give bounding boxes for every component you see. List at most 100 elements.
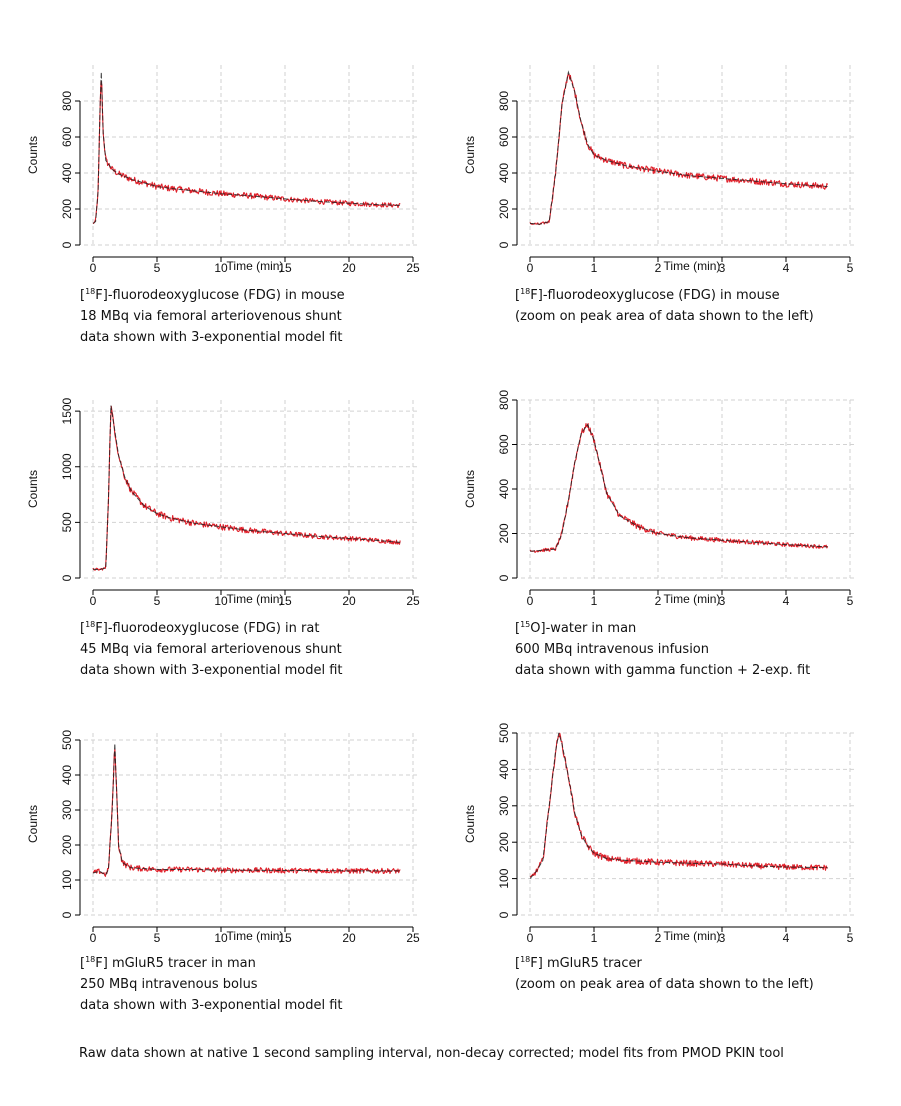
- caption-5: [18F] mGluR5 tracer in man 250 MBq intra…: [80, 953, 343, 1016]
- chart-5-ytick-label-0: 0: [60, 911, 74, 918]
- chart-1-xtick-label-4: 20: [342, 261, 356, 275]
- chart-2: 0 200 400 600 800 0 1 2 3 4 5 Time (min) Counts: [463, 65, 854, 275]
- chart-3-ylabel: Counts: [26, 470, 40, 508]
- chart-3-xtick-label-2: 10: [214, 594, 228, 608]
- chart-6-xtick-label-4: 4: [783, 931, 790, 945]
- caption-1-superscript: 18: [85, 287, 96, 296]
- caption-4-line-1: [15O]-water in man: [515, 620, 637, 637]
- chart-4-xtick-label-4: 4: [783, 594, 790, 608]
- chart-6-xtick-label-1: 1: [591, 931, 598, 945]
- chart-6: 0 100 200 300 400 500 0 1 2 3 4 5 Time (min) Counts: [463, 723, 854, 945]
- caption-3-line-2: 45 MBq via femoral arteriovenous shunt: [80, 642, 342, 657]
- chart-5-ytick-label-3: 300: [60, 800, 74, 820]
- chart-5: 0 100 200 300 400 500 0 5 10 15 20 25 Time (min) Coun…: [26, 730, 420, 945]
- caption-1-line-3: data shown with 3-exponential model fit: [80, 330, 343, 345]
- chart-6-model-fit-line: [529, 732, 828, 879]
- chart-3-ytick-label-2: 1000: [60, 453, 74, 480]
- caption-4-line-2: 600 MBq intravenous infusion: [515, 642, 709, 657]
- chart-6-xtick-label-2: 2: [655, 931, 662, 945]
- chart-1-ytick-label-2: 400: [60, 163, 74, 183]
- chart-4-ytick-label-2: 400: [497, 479, 511, 499]
- chart-5-xtick-label-3: 15: [278, 931, 292, 945]
- chart-2-ytick-label-0: 0: [497, 241, 511, 248]
- chart-4-xlabel: Time (min): [664, 592, 721, 606]
- chart-6-ytick-label-0: 0: [497, 911, 511, 918]
- caption-3: [18F]-fluorodeoxyglucose (FDG) in rat 45…: [80, 618, 343, 681]
- caption-5-line-2: 250 MBq intravenous bolus: [80, 977, 258, 992]
- chart-5-ytick-label-2: 200: [60, 835, 74, 855]
- chart-3: 0 500 1000 1500 0 5 10 15 20 25 Time (min) Counts: [26, 397, 420, 608]
- chart-5-ytick-label-1: 100: [60, 870, 74, 890]
- chart-1-xtick-label-3: 15: [278, 261, 292, 275]
- chart-1-xtick-label-5: 25: [406, 261, 420, 275]
- chart-3-xtick-label-1: 5: [154, 594, 161, 608]
- chart-4-xtick-label-3: 3: [719, 594, 726, 608]
- caption-6: [18F] mGluR5 tracer (zoom on peak area o…: [515, 953, 814, 995]
- chart-1-model-fit-line: [92, 72, 401, 224]
- chart-3-xtick-label-4: 20: [342, 594, 356, 608]
- chart-1-ytick-label-1: 200: [60, 199, 74, 219]
- caption-2: [18F]-fluorodeoxyglucose (FDG) in mouse …: [515, 285, 814, 327]
- chart-1-xtick-label-2: 10: [214, 261, 228, 275]
- chart-2-ytick-label-3: 600: [497, 127, 511, 147]
- chart-2-xtick-label-2: 2: [655, 261, 662, 275]
- chart-3-ytick-label-1: 500: [60, 512, 74, 532]
- caption-6-line-1: [18F] mGluR5 tracer: [515, 955, 642, 972]
- chart-2-model-fit-line: [529, 70, 828, 225]
- chart-6-xtick-label-3: 3: [719, 931, 726, 945]
- caption-2-line-2: (zoom on peak area of data shown to the …: [515, 309, 814, 324]
- caption-3-line-1: [18F]-fluorodeoxyglucose (FDG) in rat: [80, 620, 320, 637]
- chart-5-ytick-label-5: 500: [60, 730, 74, 750]
- chart-3-xtick-label-3: 15: [278, 594, 292, 608]
- chart-3-xlabel: Time (min): [227, 592, 284, 606]
- caption-1-line-2: 18 MBq via femoral arteriovenous shunt: [80, 309, 342, 324]
- chart-6-ytick-label-4: 400: [497, 759, 511, 779]
- chart-4-model-fit-line: [529, 423, 828, 552]
- chart-5-xtick-label-0: 0: [90, 931, 97, 945]
- chart-2-xtick-label-5: 5: [847, 261, 854, 275]
- chart-6-ylabel: Counts: [463, 805, 477, 843]
- chart-5-xtick-label-1: 5: [154, 931, 161, 945]
- chart-5-ylabel: Counts: [26, 805, 40, 843]
- chart-4-raw-data-line: [529, 423, 829, 553]
- chart-1-xtick-label-0: 0: [90, 261, 97, 275]
- chart-2-ytick-label-1: 200: [497, 199, 511, 219]
- footnote: Raw data shown at native 1 second sampli…: [79, 1046, 784, 1061]
- caption-3-line-3: data shown with 3-exponential model fit: [80, 663, 343, 678]
- chart-4-ytick-label-4: 800: [497, 390, 511, 410]
- chart-3-raw-data-line: [92, 405, 401, 571]
- chart-4-ytick-label-3: 600: [497, 434, 511, 454]
- chart-5-ytick-label-4: 400: [60, 765, 74, 785]
- chart-4-ytick-label-1: 200: [497, 523, 511, 543]
- chart-1-ytick-label-4: 800: [60, 91, 74, 111]
- chart-5-model-fit-line: [92, 743, 401, 876]
- chart-6-xtick-label-0: 0: [527, 931, 534, 945]
- chart-3-ytick-label-0: 0: [60, 574, 74, 581]
- chart-1-raw-data-line: [92, 80, 401, 224]
- chart-1-xtick-label-1: 5: [154, 261, 161, 275]
- chart-4-xtick-label-5: 5: [847, 594, 854, 608]
- caption-5-line-1: [18F] mGluR5 tracer in man: [80, 955, 256, 972]
- caption-1-line-1: [18F]-fluorodeoxyglucose (FDG) in mouse: [80, 287, 345, 304]
- chart-4-xtick-label-0: 0: [527, 594, 534, 608]
- chart-1-ylabel: Counts: [26, 136, 40, 174]
- chart-6-ytick-label-1: 100: [497, 868, 511, 888]
- chart-4-ytick-label-0: 0: [497, 574, 511, 581]
- caption-4-line-3: data shown with gamma function + 2-exp. …: [515, 663, 811, 678]
- chart-3-xtick-label-5: 25: [406, 594, 420, 608]
- chart-2-xlabel: Time (min): [664, 259, 721, 273]
- chart-6-xlabel: Time (min): [664, 929, 721, 943]
- chart-5-xtick-label-4: 20: [342, 931, 356, 945]
- chart-4-ylabel: Counts: [463, 470, 477, 508]
- chart-2-xtick-label-1: 1: [591, 261, 598, 275]
- chart-2-xtick-label-4: 4: [783, 261, 790, 275]
- chart-6-ytick-label-5: 500: [497, 723, 511, 743]
- chart-1-ytick-label-3: 600: [60, 127, 74, 147]
- chart-1-ytick-label-0: 0: [60, 241, 74, 248]
- caption-1: [18F]-fluorodeoxyglucose (FDG) in mouse …: [80, 285, 345, 348]
- chart-2-ylabel: Counts: [463, 136, 477, 174]
- chart-5-xtick-label-2: 10: [214, 931, 228, 945]
- chart-2-xtick-label-0: 0: [527, 261, 534, 275]
- caption-4: [15O]-water in man 600 MBq intravenous i…: [515, 618, 810, 681]
